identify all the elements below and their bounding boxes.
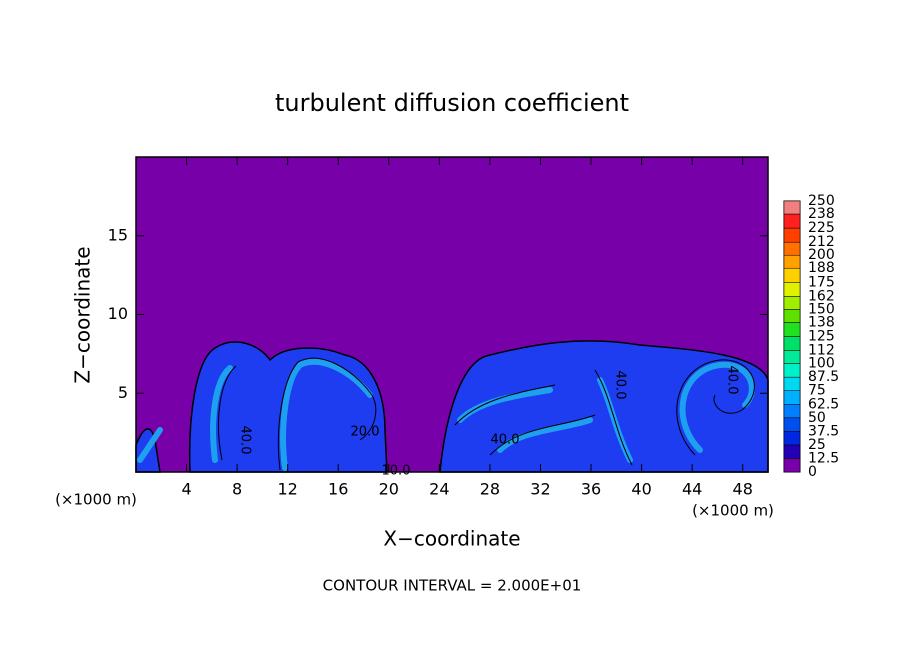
colorbar-segment <box>783 227 801 243</box>
colorbar-segment <box>783 322 801 337</box>
field-region <box>188 341 388 473</box>
field-contours <box>217 357 755 471</box>
colorbar-label: 50 <box>808 410 826 426</box>
colorbar-segment <box>783 376 801 391</box>
colorbar-label: 225 <box>808 220 835 236</box>
colorbar-label: 212 <box>808 234 835 250</box>
x-tick-label: 24 <box>429 480 449 499</box>
colorbar-segment <box>783 200 801 215</box>
contour-label: 20.0 <box>351 425 380 440</box>
chart-title: turbulent diffusion coefficient <box>275 89 629 117</box>
colorbar-segment <box>783 363 801 378</box>
colorbar-segment <box>783 350 801 364</box>
x-tick-label: 36 <box>581 480 601 499</box>
y-tick-label: 10 <box>108 304 128 323</box>
colorbar-label: 238 <box>808 206 835 222</box>
colorbar-segment <box>783 390 801 405</box>
colorbar-label: 100 <box>808 356 835 372</box>
colorbar-segment <box>783 254 801 269</box>
x-tick-label: 28 <box>480 480 500 499</box>
colorbar-segment <box>783 213 801 229</box>
contour-label: 40.0 <box>613 371 628 400</box>
colorbar-label: 250 <box>808 193 835 209</box>
x-unit-label: (×1000 m) <box>55 491 137 509</box>
colorbar-label: 12.5 <box>808 450 839 466</box>
colorbar-segment <box>783 431 801 446</box>
colorbar-segment <box>783 267 801 283</box>
colorbar-label: 138 <box>808 314 835 330</box>
colorbar-segment <box>783 282 801 297</box>
colorbar-label: 75 <box>808 383 826 399</box>
colorbar-label: 62.5 <box>808 396 839 412</box>
colorbar-segment <box>783 417 801 432</box>
colorbar-segment <box>783 296 801 310</box>
contour-label: 40.0 <box>491 433 520 448</box>
colorbar-label: 200 <box>808 247 835 263</box>
x-tick-label: 44 <box>682 480 702 499</box>
colorbar-segment <box>783 458 801 473</box>
colorbar-segment <box>783 309 801 323</box>
y-tick-label: 5 <box>118 383 128 402</box>
colorbar-label: 112 <box>808 343 835 359</box>
colorbar-label: 188 <box>808 260 835 276</box>
x-axis-label: X−coordinate <box>383 527 520 551</box>
colorbar-label: 125 <box>808 329 835 345</box>
colorbar-segment <box>783 444 801 459</box>
colorbar-segment <box>783 241 801 256</box>
x-tick-label: 8 <box>232 480 242 499</box>
colorbar-label: 175 <box>808 274 835 290</box>
x-tick-label: 32 <box>530 480 550 499</box>
colorbar-segment <box>783 404 801 419</box>
colorbar-label: 87.5 <box>808 369 839 385</box>
x-tick-label: 20 <box>379 480 399 499</box>
contour-label: 10.0 <box>382 464 411 479</box>
footer: CONTOUR INTERVAL = 2.000E+01 <box>323 577 582 595</box>
x-tick-label: 4 <box>181 480 191 499</box>
x-tick-label: 16 <box>328 480 348 499</box>
colorbar-segment <box>783 336 801 351</box>
colorbar-label: 25 <box>808 437 826 453</box>
y-tick-label: 15 <box>108 225 128 244</box>
colorbar-label: 37.5 <box>808 423 839 439</box>
contour-label: 40.0 <box>238 426 253 455</box>
colorbar-label: 150 <box>808 301 835 317</box>
field-streaks <box>137 358 755 471</box>
contour-label: 40.0 <box>725 366 740 395</box>
x-tick-label: 48 <box>733 480 753 499</box>
colorbar-label: 0 <box>808 464 817 480</box>
x-tick-label: 12 <box>278 480 298 499</box>
y-axis-label: Z−coordinate <box>71 246 95 383</box>
x-unit-label: (×1000 m) <box>692 502 774 520</box>
colorbar-label: 162 <box>808 288 835 304</box>
field <box>135 157 769 473</box>
x-tick-label: 40 <box>631 480 651 499</box>
